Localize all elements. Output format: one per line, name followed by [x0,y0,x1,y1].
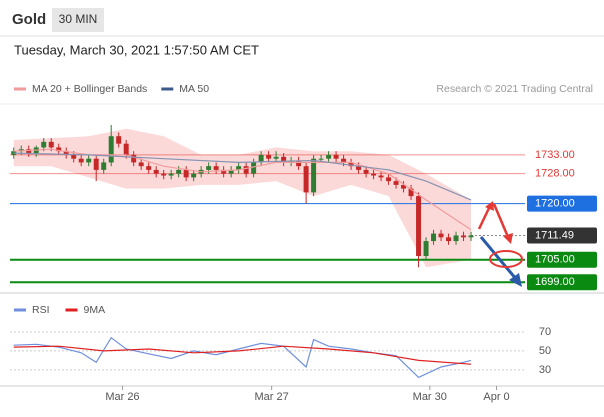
moving-average [13,152,472,201]
level-box [527,195,597,212]
candle-body [93,158,99,170]
candle-body [206,166,212,170]
candle-body [41,141,47,148]
candle-body [221,169,227,174]
candle-body [228,169,234,174]
arrow [492,203,510,238]
candle-body [176,169,182,174]
candle-body [281,156,287,163]
candle-body [423,241,429,257]
level-box [527,251,597,268]
candle-body [116,136,122,144]
candle-body [258,154,264,163]
level-label: 1711.49 [535,229,574,241]
level-label: 1733.00 [535,149,575,161]
candle-body [356,166,362,170]
rsi-line [13,336,472,379]
candle-body [378,175,384,178]
candle-body [303,166,309,193]
candle-body [56,147,62,152]
candle-body [168,173,174,176]
candle-body [386,177,392,182]
candle-body [213,166,219,170]
candle-body [236,166,242,170]
x-tick-label: Mar 26 [105,391,139,403]
highlight [489,250,523,268]
candle-body [393,181,399,185]
candle-body [296,160,302,167]
candle-body [86,158,92,163]
candle-body [468,235,474,238]
candle-body [63,151,69,155]
candle-body [108,136,114,163]
level-label: 1720.00 [535,198,575,210]
interval-button[interactable] [52,8,104,32]
rsi-line [13,345,472,365]
arrow-head [503,233,513,244]
candle-body [408,188,414,197]
level-label: 1699.00 [535,276,575,288]
x-tick-label: Mar 30 [413,391,447,403]
candle-body [416,196,422,257]
candle-body [123,143,129,155]
candle-body [191,173,197,178]
candle-body [348,162,354,167]
level-label: 1705.00 [535,254,575,266]
candle-body [453,235,459,242]
x-tick-label: Mar 27 [254,391,288,403]
timestamp: Tuesday, March 30, 2021 1:57:50 AM CET [14,42,259,57]
candle-body [438,233,444,238]
y-tick-label: 70 [539,326,551,338]
candle-body [446,237,452,242]
candle-body [251,162,257,174]
arrow [477,205,492,230]
candle-body [326,154,332,159]
candle-body [183,169,189,178]
candle-body [131,154,137,163]
legend-label: RSI [32,304,50,316]
candle-body [341,158,347,163]
candle-body [153,169,159,174]
candle-body [273,156,279,159]
candle-body [461,235,467,238]
candle-body [266,154,272,159]
interval-label[interactable]: 30 MIN [59,12,98,26]
arrow [479,236,518,280]
candle-body [161,173,167,176]
candle-body [311,158,317,193]
arrow-head [509,273,522,287]
candle-body [243,166,249,174]
candle-body [318,158,324,160]
candle-body [71,154,77,159]
annotations [477,201,523,287]
level-box [527,227,597,244]
x-tick-label: Apr 0 [483,391,509,403]
candle-body [333,154,339,159]
bollinger-band [13,128,471,268]
y-tick-label: 50 [539,345,551,357]
legend-label: MA 20 + Bollinger Bands [32,83,147,95]
title: Gold [12,11,46,28]
arrow-head [485,201,494,211]
credit: Research © 2021 Trading Central [436,83,593,95]
candle-body [138,162,144,167]
legend-label: MA 50 [179,83,209,95]
candle-body [363,169,369,174]
candle-body [26,149,32,154]
candle-body [431,233,437,242]
candle-body [146,166,152,170]
legend-label: 9MA [84,304,106,316]
candle-body [48,141,54,148]
level-label: 1728.00 [535,168,575,180]
candle-body [371,173,377,176]
candle-body [101,162,107,170]
level-box [527,274,597,291]
y-tick-label: 30 [539,364,551,376]
candle-body [401,184,407,189]
candle-body [78,158,84,163]
